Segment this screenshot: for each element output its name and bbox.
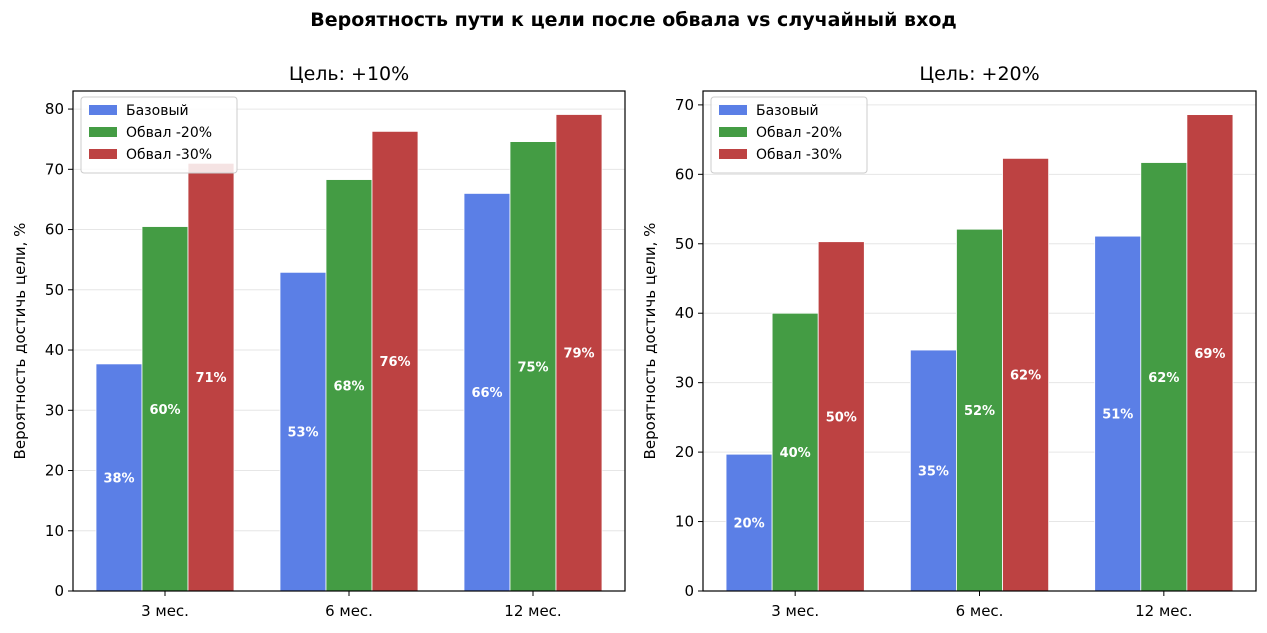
bar-value-label: 69% [1194, 347, 1225, 362]
y-tick-label: 70 [45, 160, 64, 178]
bar [187, 162, 235, 592]
bar [909, 349, 957, 592]
y-tick-label: 40 [675, 304, 694, 322]
y-tick-label: 70 [675, 96, 694, 114]
y-axis-label: Вероятность достичь цели, % [641, 223, 659, 460]
bar-value-label: 60% [149, 403, 180, 418]
legend-label: Обвал -20% [756, 125, 842, 141]
axes-frame [702, 90, 1257, 592]
bar-value-label: 40% [780, 446, 811, 461]
bar [463, 193, 511, 592]
legend-swatch [89, 127, 117, 137]
x-tick-label: 6 мес. [325, 602, 373, 620]
x-tick-label: 3 мес. [771, 602, 819, 620]
bar-value-label: 20% [734, 517, 765, 532]
legend-swatch [89, 149, 117, 159]
bar [141, 226, 189, 592]
legend-swatch [89, 105, 117, 115]
legend-swatch [719, 105, 747, 115]
legend-box [710, 96, 868, 174]
y-axis-label: Вероятность достичь цели, % [11, 223, 29, 460]
bar [817, 241, 865, 592]
bar [956, 228, 1003, 592]
y-tick-label: 10 [675, 513, 694, 531]
bar-value-label: 75% [517, 360, 548, 375]
legend: Базовый Обвал -20% Обвал -30% [80, 96, 238, 174]
bar-value-label: 79% [563, 347, 594, 362]
y-tick-label: 0 [684, 582, 694, 600]
y-tick-label: 30 [45, 401, 64, 419]
bar-value-label: 62% [1148, 371, 1179, 386]
bar-value-label: 71% [195, 371, 226, 386]
bar-value-label: 50% [826, 410, 857, 425]
x-tick-label: 12 мес. [1135, 602, 1192, 620]
legend-label: Обвал -30% [126, 147, 212, 163]
y-tick-label: 50 [45, 281, 64, 299]
y-tick-label: 10 [45, 522, 64, 540]
bar [555, 114, 603, 592]
legend-box [80, 96, 238, 174]
chart-title: Цель: +10% [289, 63, 409, 85]
bar [1002, 157, 1050, 592]
chart-panel-1: 0 10 20 30 40 50 60 70 80 38% 53% 66% 60% 68% 75% 71% 76… [11, 63, 626, 620]
bar [325, 179, 373, 592]
legend-label: Обвал -20% [126, 125, 212, 141]
bar-value-label: 51% [1102, 408, 1133, 423]
bar [95, 363, 143, 592]
x-tick-label: 12 мес. [504, 602, 561, 620]
bar-value-label: 66% [471, 386, 502, 401]
figure-title: Вероятность пути к цели после обвала vs … [310, 9, 957, 31]
bar [371, 130, 419, 592]
bar [279, 271, 327, 592]
y-tick-label: 0 [54, 582, 64, 600]
y-tick-label: 50 [675, 235, 694, 253]
y-tick-label: 20 [45, 462, 64, 480]
legend-swatch [719, 127, 747, 137]
legend-label: Обвал -30% [756, 147, 842, 163]
legend: Базовый Обвал -20% Обвал -30% [710, 96, 868, 174]
y-tick-label: 60 [675, 165, 694, 183]
axes-frame [72, 90, 626, 592]
chart-panel-2: 0 10 20 30 40 50 60 70 20% 35% 51% 40% 52% 62% 50% 62% 6… [641, 63, 1257, 620]
bar-value-label: 52% [964, 404, 995, 419]
bar-value-label: 38% [103, 471, 134, 486]
y-tick-label: 60 [45, 221, 64, 239]
bar-value-label: 76% [379, 355, 410, 370]
y-tick-label: 40 [45, 341, 64, 359]
y-tick-label: 80 [45, 100, 64, 118]
bar [771, 312, 819, 592]
bar-value-label: 68% [333, 379, 364, 394]
bar-value-label: 62% [1010, 369, 1041, 384]
bar [1140, 162, 1188, 592]
legend-label: Базовый [756, 103, 819, 119]
chart-title: Цель: +20% [919, 63, 1039, 85]
legend-label: Базовый [126, 103, 189, 119]
y-tick-label: 30 [675, 374, 694, 392]
legend-swatch [719, 149, 747, 159]
bar [725, 453, 773, 592]
y-tick-label: 20 [675, 443, 694, 461]
bar [1186, 114, 1234, 592]
bar-value-label: 53% [287, 426, 318, 441]
bar-value-label: 35% [918, 465, 949, 480]
x-tick-label: 3 мес. [141, 602, 189, 620]
x-tick-label: 6 мес. [956, 602, 1004, 620]
